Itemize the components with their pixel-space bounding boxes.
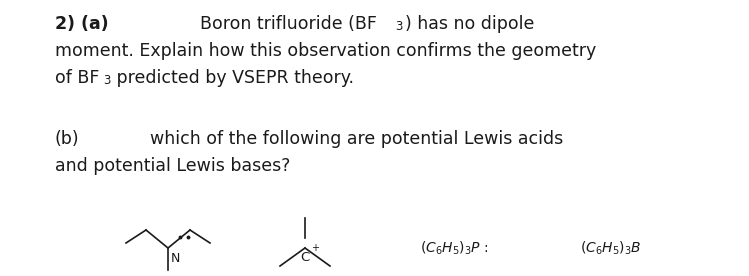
Text: 2) (a): 2) (a) <box>55 15 109 33</box>
Text: Boron trifluoride (BF: Boron trifluoride (BF <box>200 15 377 33</box>
Text: N: N <box>171 252 181 265</box>
Text: 3: 3 <box>395 20 402 33</box>
Text: C: C <box>300 251 309 264</box>
Text: $(C_6H_5)_3B$: $(C_6H_5)_3B$ <box>580 239 641 257</box>
Text: and potential Lewis bases?: and potential Lewis bases? <box>55 157 291 175</box>
Text: of BF: of BF <box>55 69 100 87</box>
Text: predicted by VSEPR theory.: predicted by VSEPR theory. <box>111 69 354 87</box>
Text: moment. Explain how this observation confirms the geometry: moment. Explain how this observation con… <box>55 42 596 60</box>
Text: (b): (b) <box>55 130 79 148</box>
Text: $(C_6H_5)_3P$ :: $(C_6H_5)_3P$ : <box>420 239 488 257</box>
Text: 3: 3 <box>103 74 110 87</box>
Text: which of the following are potential Lewis acids: which of the following are potential Lew… <box>150 130 563 148</box>
Text: ) has no dipole: ) has no dipole <box>405 15 534 33</box>
Text: +: + <box>311 243 319 253</box>
